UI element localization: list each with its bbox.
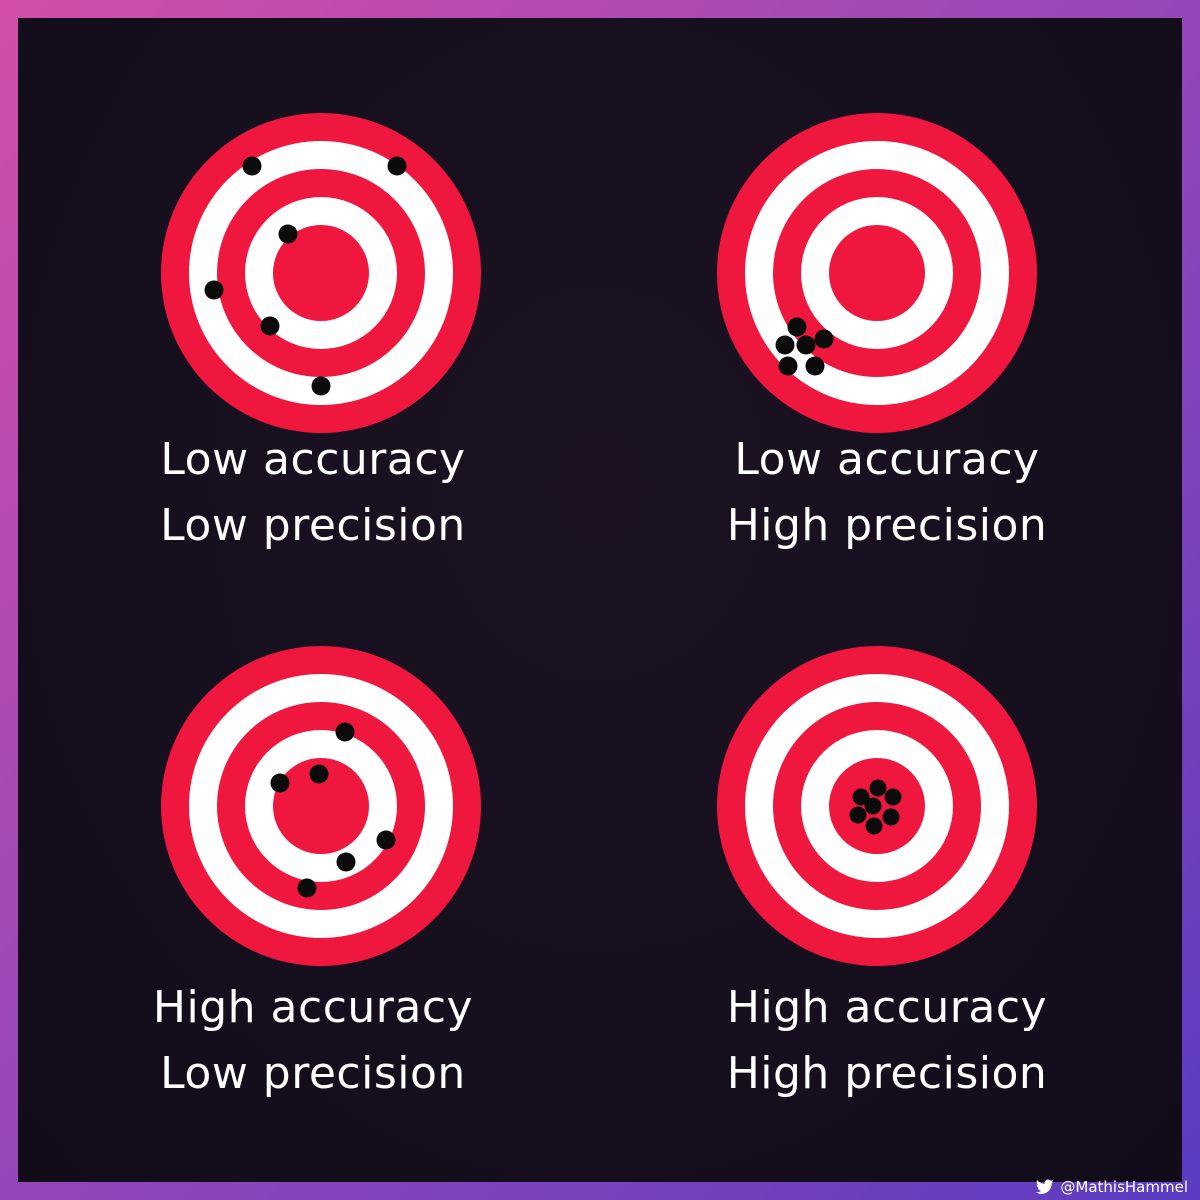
caption: High accuracy Low precision <box>22 975 604 1107</box>
shot <box>869 779 887 797</box>
shot <box>865 817 883 835</box>
caption: Low accuracy Low precision <box>22 427 604 559</box>
caption-accuracy: High accuracy <box>726 982 1048 1033</box>
shot <box>778 356 798 376</box>
diagram-panel: Low accuracy Low precision Low accuracy <box>18 18 1182 1182</box>
target <box>711 107 1043 439</box>
caption-accuracy: High accuracy <box>152 982 474 1033</box>
shot <box>775 335 795 355</box>
target <box>711 640 1043 972</box>
bullseye <box>273 758 369 854</box>
caption: High accuracy High precision <box>596 975 1178 1107</box>
caption-accuracy: Low accuracy <box>160 434 466 485</box>
shot <box>336 852 356 872</box>
target <box>155 640 487 972</box>
shot <box>278 224 298 244</box>
shot <box>805 356 825 376</box>
shot <box>852 788 870 806</box>
quadrant-high-accuracy-high-precision: High accuracy High precision <box>600 600 1182 1182</box>
bullseye <box>829 225 925 321</box>
author-handle: @MathisHammel <box>1060 1178 1188 1196</box>
shot <box>387 156 407 176</box>
shot <box>864 797 882 815</box>
shot <box>335 722 355 742</box>
target-graphic <box>161 646 481 966</box>
bird-icon <box>1036 1179 1055 1194</box>
caption-accuracy: Low accuracy <box>734 434 1040 485</box>
shot <box>204 280 224 300</box>
bullseye <box>273 225 369 321</box>
shot <box>796 335 816 355</box>
shot <box>814 329 834 349</box>
caption-precision: Low precision <box>160 500 466 551</box>
quadrant-high-accuracy-low-precision: High accuracy Low precision <box>18 600 600 1182</box>
caption-precision: High precision <box>726 500 1048 551</box>
shot <box>270 773 290 793</box>
target-graphic <box>717 646 1037 966</box>
caption-precision: Low precision <box>160 1048 466 1099</box>
caption-precision: High precision <box>726 1048 1048 1099</box>
target-graphic <box>717 113 1037 433</box>
shot <box>787 317 807 337</box>
quadrant-low-accuracy-low-precision: Low accuracy Low precision <box>18 18 600 600</box>
shot <box>882 808 900 826</box>
quadrant-low-accuracy-high-precision: Low accuracy High precision <box>600 18 1182 600</box>
shot <box>260 316 280 336</box>
author-credit: @MathisHammel <box>1036 1176 1188 1198</box>
shot <box>297 878 317 898</box>
caption: Low accuracy High precision <box>596 427 1178 559</box>
target-graphic <box>161 113 481 433</box>
shot <box>849 806 867 824</box>
shot <box>242 156 262 176</box>
target <box>155 107 487 439</box>
shot <box>884 788 902 806</box>
shot <box>309 764 329 784</box>
shot <box>311 376 331 396</box>
shot <box>376 830 396 850</box>
